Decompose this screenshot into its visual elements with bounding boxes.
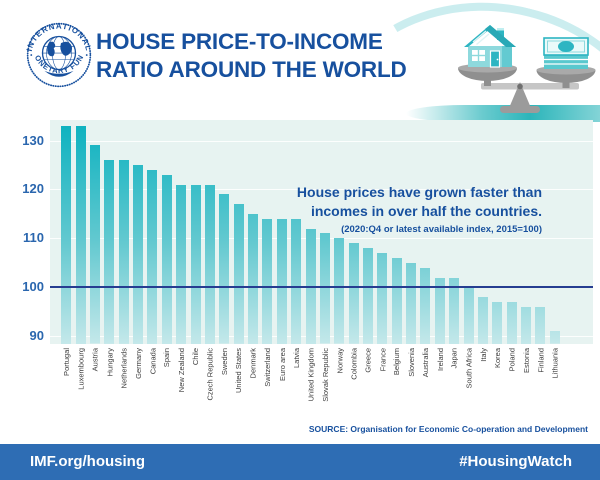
house-icon	[464, 25, 516, 68]
y-tick-label-130: 130	[22, 132, 44, 148]
balance-scale-icon	[458, 25, 596, 113]
x-axis-label-austria: Austria	[90, 348, 100, 372]
x-axis-label-hungary: Hungary	[105, 348, 114, 377]
x-axis-label-czech-republic: Czech Republic	[205, 348, 215, 401]
annotation-line1: House prices have grown faster than	[296, 184, 542, 200]
x-axis-label-germany: Germany	[133, 348, 143, 379]
y-tick-label-120: 120	[22, 181, 44, 197]
bar-south-africa	[463, 287, 474, 344]
x-axis-label-korea: Korea	[493, 348, 503, 369]
y-tick-label-90: 90	[29, 328, 44, 344]
x-axis-label-italy: Italy	[478, 348, 488, 362]
globe-icon	[41, 35, 77, 77]
page-title: HOUSE PRICE-TO-INCOME RATIO AROUND THE W…	[96, 28, 407, 83]
bar-germany	[133, 165, 144, 344]
imf-logo-seal: INTERNATIONAL MONETARY FUND	[26, 22, 92, 88]
x-axis-label-spain: Spain	[162, 348, 172, 368]
footer-hashtag-housingwatch[interactable]: #HousingWatch	[459, 453, 572, 470]
bar-latvia	[291, 218, 302, 344]
bar-netherlands	[118, 160, 129, 344]
money-icon	[543, 37, 589, 69]
bar-portugal	[61, 125, 72, 344]
bar-luxembourg	[75, 125, 86, 344]
x-axis-label-switzerland: Switzerland	[263, 348, 273, 387]
x-axis-label-colombia: Colombia	[349, 348, 359, 380]
x-axis-label-lithuania: Lithuania	[550, 348, 560, 379]
bar-italy	[477, 297, 488, 344]
x-axis-label-luxembourg: Luxembourg	[76, 348, 86, 390]
bar-estonia	[521, 306, 532, 344]
x-axis-label-netherlands: Netherlands	[119, 348, 129, 389]
x-axis-label-united-kingdom: United Kingdom	[306, 348, 316, 402]
bar-spain	[161, 174, 172, 344]
page-title-line2: RATIO AROUND THE WORLD	[96, 56, 407, 82]
x-axis-label-chile: Chile	[191, 348, 201, 366]
x-axis-label-south-africa: South Africa	[464, 348, 474, 389]
x-axis-label-ireland: Ireland	[435, 348, 445, 371]
bar-norway	[334, 238, 345, 344]
y-tick-label-100: 100	[22, 279, 44, 295]
x-axis-label-portugal: Portugal	[61, 348, 71, 376]
bar-slovak-republic	[319, 233, 330, 344]
x-axis-label-belgium: Belgium	[392, 348, 402, 376]
x-axis: Portugal Luxembourg Austria Hungary Netherla…	[50, 346, 593, 432]
annotation-line2: incomes in over half the countries.	[310, 203, 542, 219]
x-axis-label-japan: Japan	[449, 348, 459, 369]
bar-austria	[89, 145, 100, 344]
bar-euro-area	[276, 218, 287, 344]
bar-new-zealand	[176, 184, 187, 344]
benchmark-line-100	[50, 286, 593, 289]
bar-hungary	[104, 160, 115, 344]
bar-ireland	[434, 277, 445, 344]
gridline-120	[50, 189, 593, 191]
bar-korea	[492, 301, 503, 344]
gridline-130	[50, 140, 593, 142]
x-axis-label-poland: Poland	[507, 348, 517, 372]
bar-australia	[420, 267, 431, 344]
bar-united-states	[233, 204, 244, 344]
bar-denmark	[248, 213, 258, 344]
x-axis-label-canada: Canada	[148, 348, 158, 375]
bar-greece	[362, 248, 373, 344]
x-axis-label-estonia: Estonia	[521, 348, 531, 374]
x-axis-label-sweden: Sweden	[219, 348, 229, 376]
footer-bar: IMF.org/housing #HousingWatch	[0, 444, 600, 480]
bar-poland	[506, 301, 517, 344]
bar-chile	[190, 184, 201, 344]
x-axis-label-greece: Greece	[363, 348, 373, 373]
chart-annotation: House prices have grown faster than inco…	[297, 183, 542, 235]
x-axis-label-slovenia: Slovenia	[406, 348, 416, 377]
bar-czech-republic	[204, 184, 215, 344]
x-axis-label-denmark: Denmark	[248, 348, 258, 379]
footer-link-imf-housing[interactable]: IMF.org/housing	[30, 453, 145, 470]
chart-plot-area	[50, 120, 593, 344]
bar-colombia	[348, 243, 359, 344]
bar-switzerland	[262, 218, 273, 344]
bar-canada	[147, 169, 158, 344]
x-axis-label-latvia: Latvia	[291, 348, 301, 369]
bar-lithuania	[549, 331, 560, 344]
x-axis-label-norway: Norway	[334, 348, 344, 374]
bar-japan	[449, 277, 460, 344]
page-title-line1: HOUSE PRICE-TO-INCOME	[96, 29, 383, 54]
bar-sweden	[219, 194, 230, 344]
x-axis-label-france: France	[378, 348, 388, 372]
bar-belgium	[391, 257, 402, 344]
x-axis-label-new-zealand: New Zealand	[176, 348, 186, 393]
x-axis-label-finland: Finland	[536, 348, 546, 373]
bar-slovenia	[406, 262, 417, 344]
x-axis-label-australia: Australia	[421, 348, 431, 378]
source-note: SOURCE: Organisation for Economic Co-ope…	[308, 424, 588, 434]
bar-finland	[535, 306, 546, 344]
x-axis-label-united-states: United States	[234, 348, 244, 394]
x-axis-label-euro-area: Euro area	[277, 348, 287, 381]
y-tick-label-110: 110	[23, 230, 44, 246]
teal-swoosh-decoration	[406, 105, 600, 122]
bar-france	[377, 253, 388, 344]
x-axis-label-slovak-republic: Slovak Republic	[320, 348, 330, 402]
annotation-subtitle: (2020:Q4 or latest available index, 2015…	[341, 224, 542, 235]
